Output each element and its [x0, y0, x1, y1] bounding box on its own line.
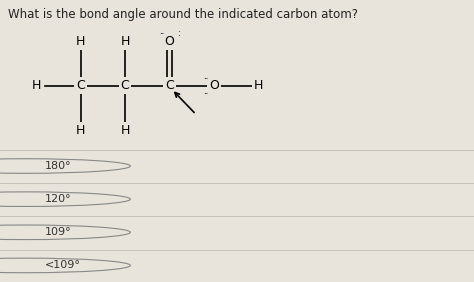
Text: H: H	[31, 79, 41, 92]
Text: <109°: <109°	[45, 261, 81, 270]
Text: H: H	[120, 124, 130, 136]
Text: 120°: 120°	[45, 194, 72, 204]
Text: O: O	[209, 79, 219, 92]
Text: 180°: 180°	[45, 161, 72, 171]
Text: ⋅⋅: ⋅⋅	[203, 74, 209, 83]
Text: H: H	[76, 124, 85, 136]
Text: C: C	[76, 79, 85, 92]
Text: H: H	[254, 79, 263, 92]
Text: 109°: 109°	[45, 227, 72, 237]
Text: What is the bond angle around the indicated carbon atom?: What is the bond angle around the indica…	[8, 8, 358, 21]
Text: H: H	[76, 35, 85, 48]
Text: H: H	[120, 35, 130, 48]
Text: ⋅⋅: ⋅⋅	[203, 89, 209, 98]
Text: O: O	[164, 35, 174, 48]
Text: C: C	[165, 79, 174, 92]
Text: ⋅⋅: ⋅⋅	[159, 29, 164, 38]
Text: C: C	[121, 79, 129, 92]
Text: :: :	[173, 29, 181, 38]
